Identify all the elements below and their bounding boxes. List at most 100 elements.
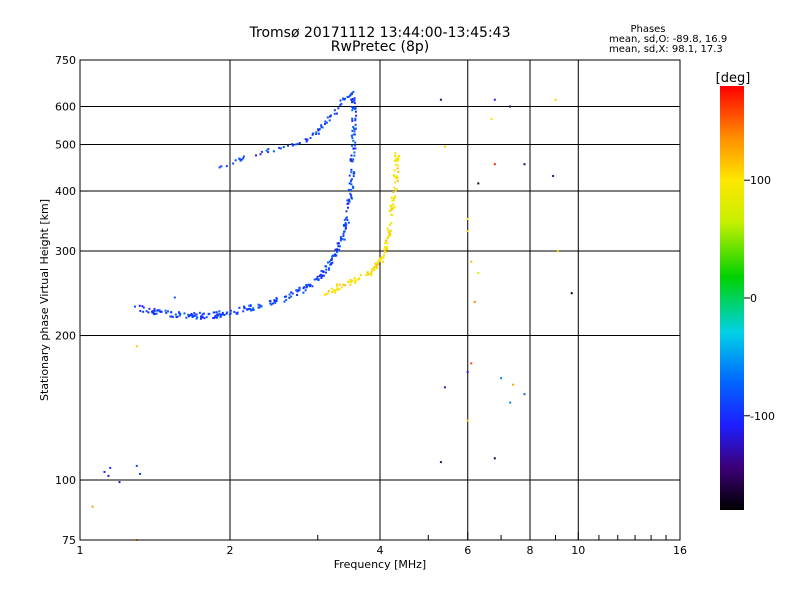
echo-point	[175, 316, 178, 318]
echo-point	[320, 124, 323, 127]
echo-point	[353, 108, 356, 110]
echo-point	[351, 106, 354, 108]
x-axis-ticks: 1 2 4 6 8 10 16	[77, 532, 687, 557]
echo-point	[196, 316, 199, 319]
echo-point	[305, 140, 308, 143]
echo-point	[384, 251, 387, 254]
echo-point	[191, 315, 194, 318]
echo-point	[324, 120, 327, 123]
echo-point	[397, 164, 400, 167]
echo-point	[376, 261, 379, 264]
echo-point	[193, 314, 196, 317]
echo-point	[331, 261, 334, 264]
echo-point	[328, 260, 331, 263]
x-tick-label: 2	[227, 544, 234, 557]
echo-point	[330, 262, 333, 265]
echo-point	[353, 151, 356, 154]
echo-point	[290, 295, 293, 298]
echo-point	[223, 314, 226, 316]
echo-point	[352, 133, 355, 136]
echo-point	[394, 176, 397, 178]
echo-point	[272, 150, 275, 153]
echo-point	[251, 309, 254, 311]
echo-point	[385, 239, 388, 242]
echo-point	[396, 167, 399, 170]
echo-point	[259, 304, 262, 307]
echo-point	[228, 313, 231, 316]
echo-point	[295, 289, 298, 292]
echo-point	[178, 314, 181, 317]
echo-point	[373, 269, 376, 271]
echo-point	[365, 274, 368, 276]
echo-point	[352, 175, 355, 178]
echo-point	[375, 266, 378, 269]
echo-point	[396, 159, 399, 162]
echo-point	[342, 283, 345, 286]
echo-point	[248, 304, 251, 307]
echo-point	[317, 132, 320, 135]
echo-point	[352, 126, 355, 128]
echo-point	[238, 306, 241, 309]
echo-point	[342, 238, 345, 241]
echo-point	[347, 221, 350, 224]
echo-point	[490, 118, 493, 120]
echo-point	[160, 310, 163, 313]
echo-point	[178, 312, 181, 314]
echo-point	[366, 272, 369, 274]
echo-point	[327, 290, 330, 292]
y-axis-ticks: 75 100 200 300 400 500 600 750	[55, 54, 88, 547]
echo-point	[354, 147, 357, 150]
echo-point	[267, 151, 270, 154]
echo-point	[283, 300, 286, 303]
echo-point	[309, 137, 312, 139]
echo-point	[218, 312, 221, 315]
echo-point	[389, 204, 392, 207]
y-tick-label: 400	[55, 185, 76, 198]
echo-point	[243, 307, 246, 310]
echo-point	[377, 263, 380, 265]
echo-point	[350, 188, 353, 191]
echo-point	[351, 109, 354, 112]
echo-point	[315, 133, 317, 135]
echo-point	[325, 293, 327, 295]
echo-point	[339, 239, 342, 242]
echo-point	[390, 204, 393, 207]
echo-point	[393, 196, 396, 199]
echo-point	[466, 370, 469, 373]
echo-point	[179, 312, 182, 315]
echo-point	[240, 158, 243, 161]
echo-point	[275, 298, 278, 301]
echo-point	[273, 299, 276, 302]
echo-point	[296, 142, 299, 145]
echo-point	[346, 95, 349, 98]
echo-point	[375, 264, 378, 267]
echo-point	[135, 464, 138, 467]
echo-point	[334, 253, 336, 256]
echo-point	[388, 233, 391, 236]
echo-point	[340, 102, 343, 105]
echo-point	[349, 192, 352, 195]
colorbar-tick-label: 0	[750, 292, 757, 305]
echo-point	[271, 302, 274, 305]
echo-point	[288, 296, 291, 299]
echo-point	[298, 142, 301, 144]
echo-point	[320, 277, 323, 279]
echo-point	[255, 154, 257, 157]
x-tick-label: 8	[527, 544, 534, 557]
echo-point	[216, 316, 218, 319]
chart-title: Tromsø 20171112 13:44:00-13:45:43	[249, 25, 511, 41]
echo-point	[302, 291, 305, 294]
echo-point	[198, 311, 201, 314]
echo-point	[212, 317, 215, 320]
echo-point	[439, 98, 442, 101]
echo-point	[142, 306, 145, 309]
echo-point	[359, 274, 362, 276]
y-tick-label: 100	[55, 474, 76, 487]
echo-point	[352, 187, 355, 189]
echo-point	[392, 203, 395, 206]
echo-point	[296, 289, 299, 292]
echo-point	[337, 288, 340, 291]
echo-point	[392, 199, 395, 202]
echo-point	[350, 180, 352, 183]
echo-point	[351, 98, 354, 100]
